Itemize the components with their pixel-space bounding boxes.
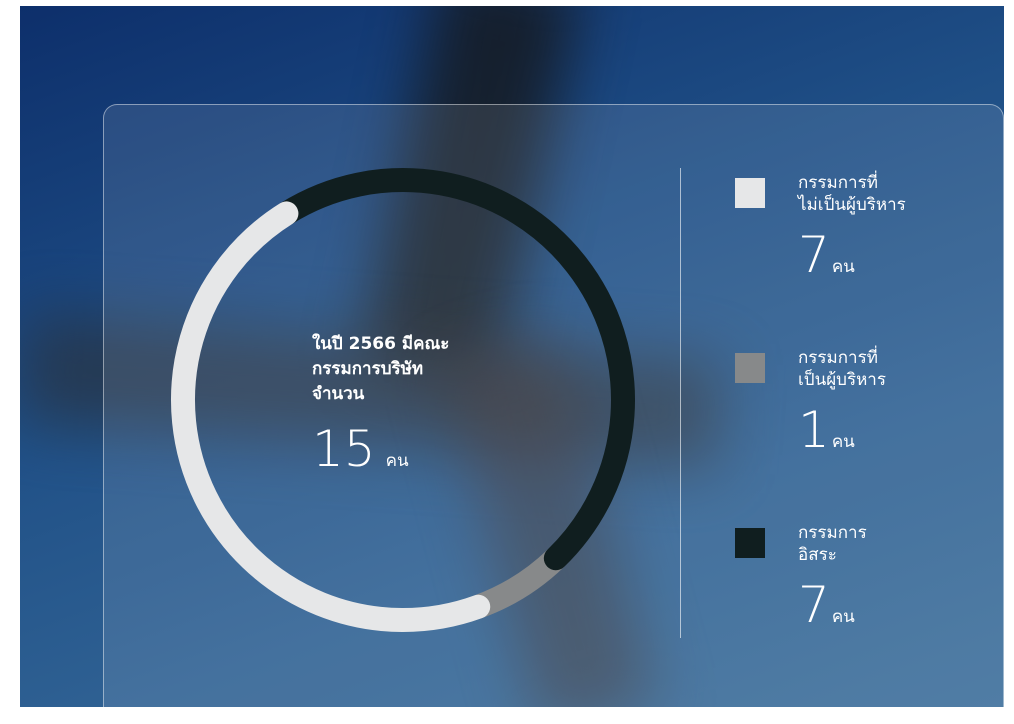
- unit: คน: [831, 257, 855, 277]
- legend-count: 7 คน: [798, 230, 855, 280]
- legend-label: กรรมการ อิสระ: [798, 523, 867, 565]
- legend-count: 1 คน: [798, 405, 855, 455]
- center-title: ในปี 2566 มีคณะ กรรมการบริษัท จำนวน: [312, 334, 450, 404]
- page: ในปี 2566 มีคณะ กรรมการบริษัท จำนวน 15 คน…: [20, 6, 1004, 724]
- legend-swatch: [735, 178, 765, 208]
- legend-swatch: [735, 353, 765, 383]
- unit: คน: [385, 451, 409, 471]
- donut-chart: [171, 168, 635, 632]
- total-value: 15: [312, 420, 376, 478]
- unit: คน: [831, 607, 855, 627]
- legend-value: 1: [798, 401, 830, 459]
- donut-segment: [171, 201, 491, 632]
- legend-label: กรรมการที่ เป็นผู้บริหาร: [798, 348, 886, 390]
- donut-segment: [466, 546, 568, 619]
- donut-segment: [274, 168, 635, 571]
- divider: [680, 168, 681, 638]
- legend-value: 7: [798, 576, 830, 634]
- legend-value: 7: [798, 226, 830, 284]
- center-total: 15 คน: [312, 424, 409, 474]
- legend-swatch: [735, 528, 765, 558]
- panel: [103, 104, 1004, 724]
- legend-label: กรรมการที่ ไม่เป็นผู้บริหาร: [798, 173, 906, 215]
- legend-count: 7 คน: [798, 580, 855, 630]
- unit: คน: [831, 432, 855, 452]
